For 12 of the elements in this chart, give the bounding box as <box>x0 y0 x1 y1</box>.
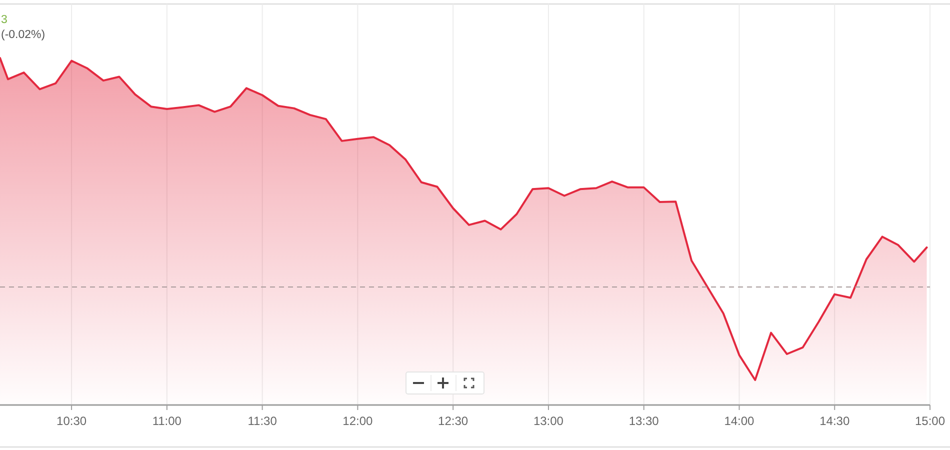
x-tick-label: 14:00 <box>724 414 755 428</box>
x-tick-label: 15:00 <box>914 414 946 428</box>
x-tick-label: 13:30 <box>628 414 660 428</box>
x-tick-label: 11:30 <box>248 414 278 428</box>
x-tick-label: 11:00 <box>152 414 182 428</box>
x-tick-label: 14:30 <box>820 414 850 428</box>
x-tick-label: 13:00 <box>533 414 564 428</box>
x-tick-label: 12:30 <box>438 414 468 428</box>
text: 3 <box>1 14 8 26</box>
text: (-0.02%) <box>1 29 46 41</box>
x-tick-label: 12:00 <box>342 414 374 428</box>
x-tick-label: 10:30 <box>56 414 87 428</box>
